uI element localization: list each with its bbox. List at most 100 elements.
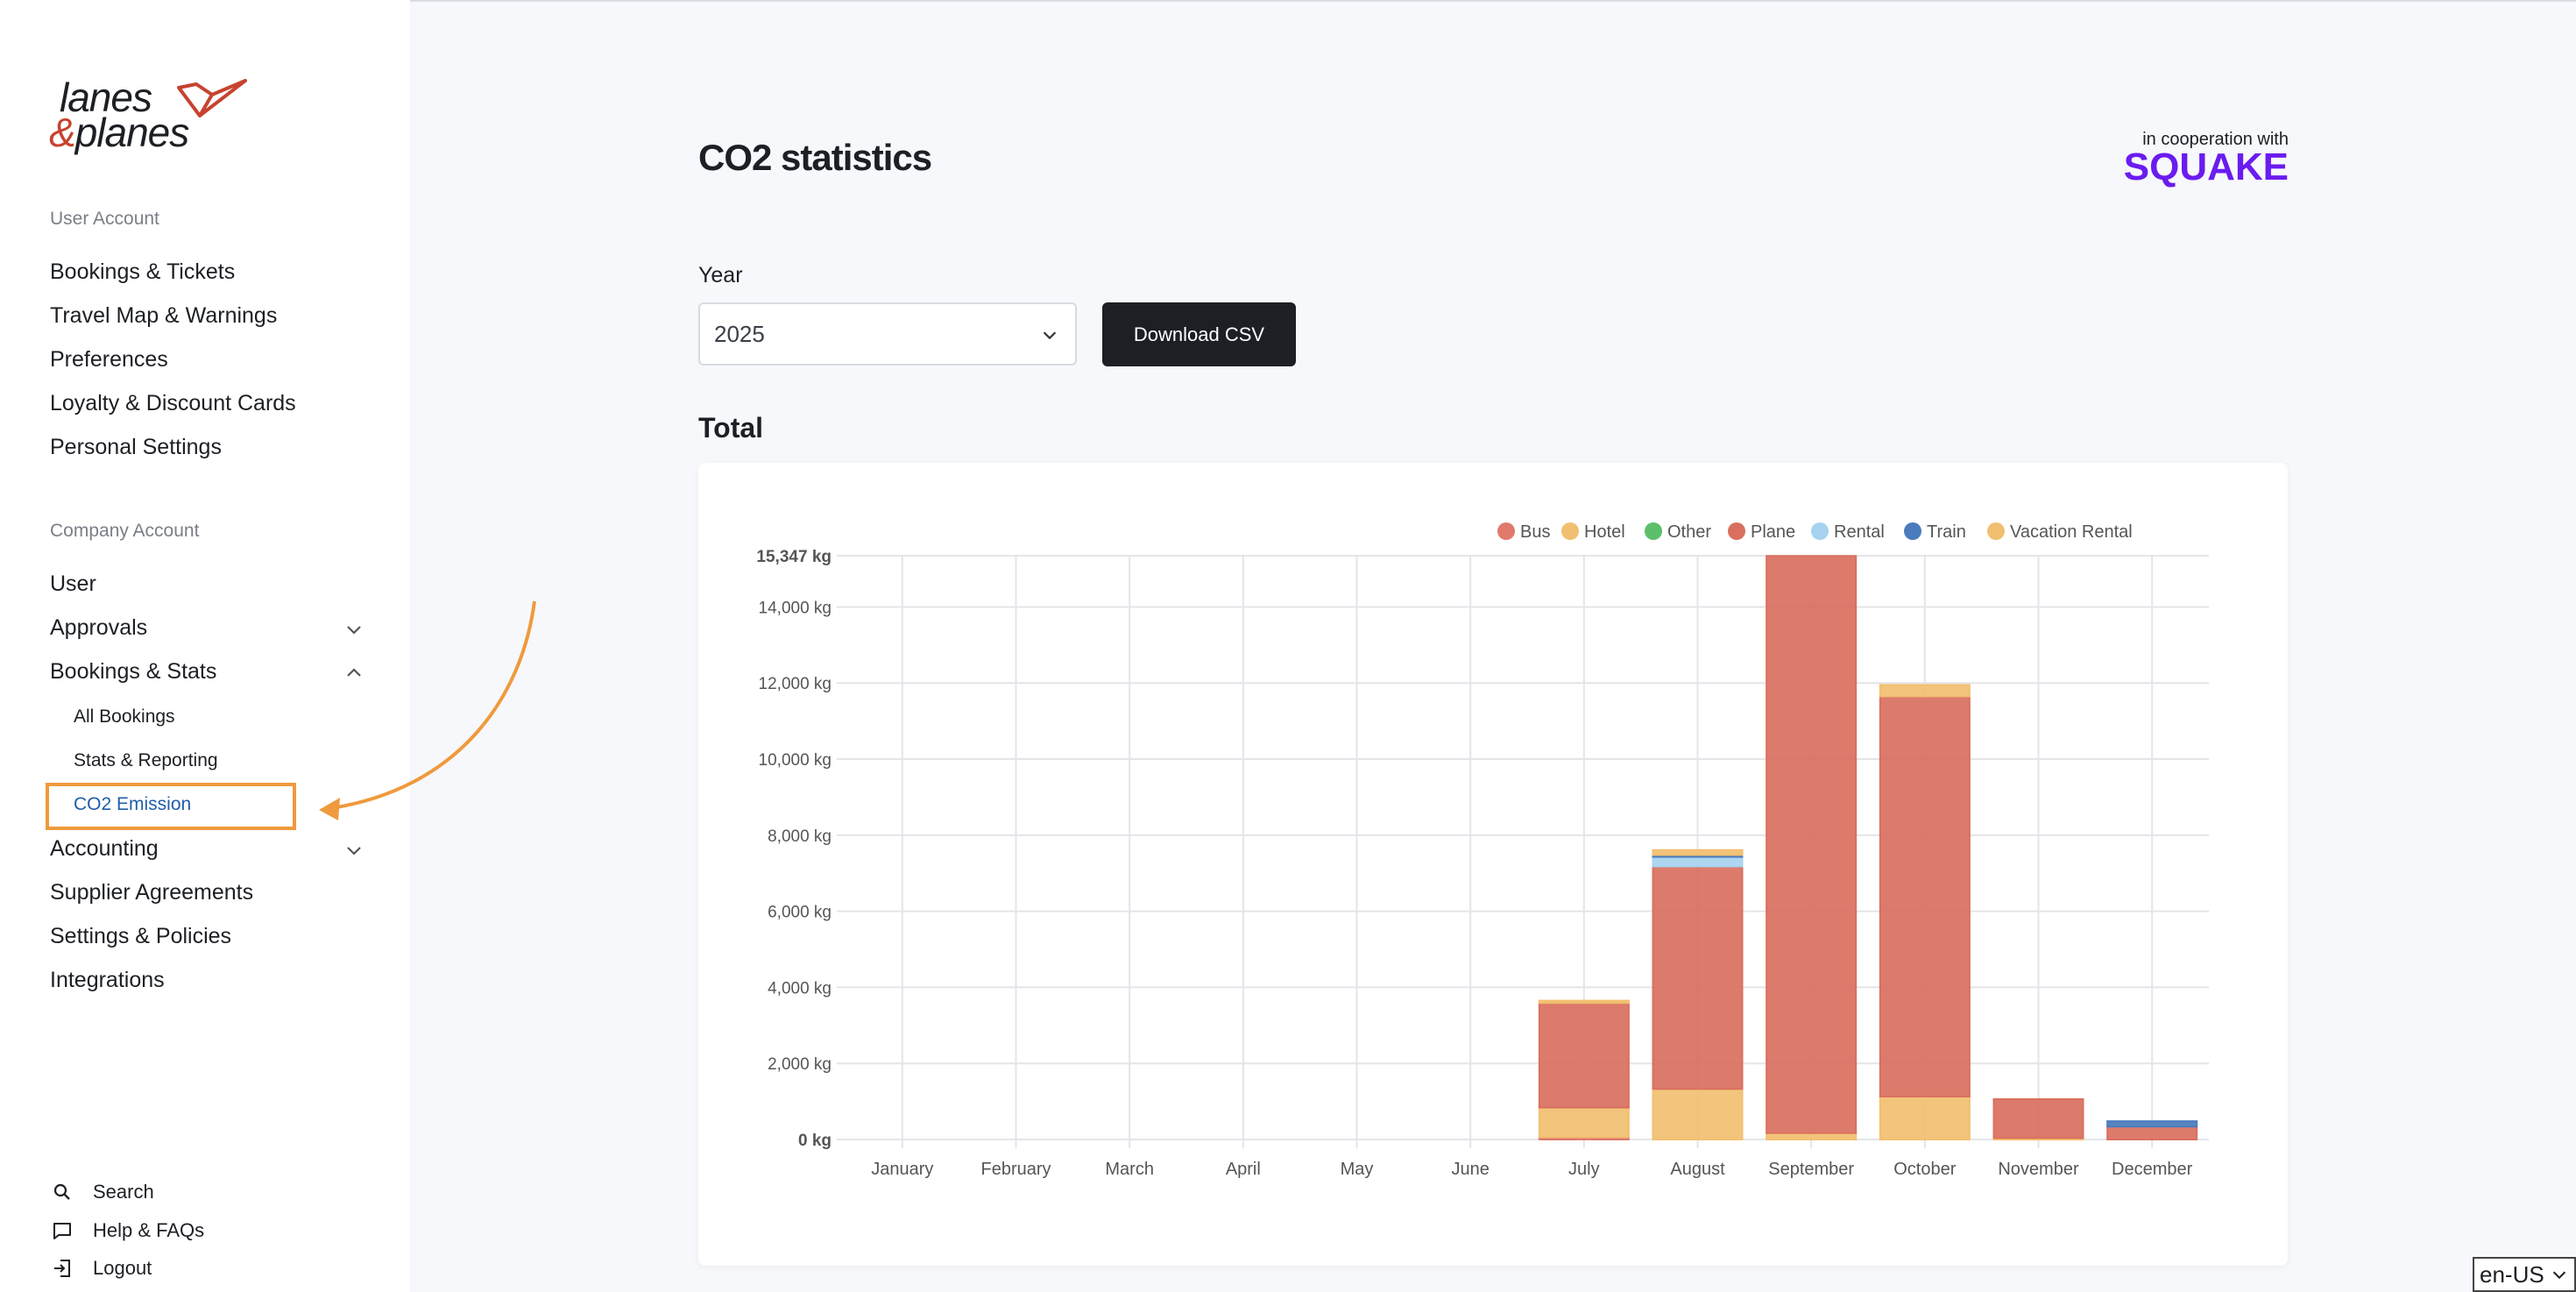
- sidebar: lanes &planes User Account Bookings & Ti…: [0, 0, 410, 1292]
- nav-loyalty-discount-cards[interactable]: Loyalty & Discount Cards: [50, 391, 296, 415]
- annotation-arrow: [319, 600, 536, 820]
- y-tick-label: 8,000 kg: [768, 827, 832, 846]
- legend-label: Plane: [1751, 522, 1795, 542]
- nav-user[interactable]: User: [50, 571, 96, 596]
- x-tick-label: January: [871, 1160, 933, 1179]
- x-tick-label: May: [1341, 1160, 1374, 1179]
- download-csv-button[interactable]: Download CSV: [1102, 302, 1296, 366]
- year-select-value: 2025: [714, 320, 765, 347]
- nav-bookings-stats[interactable]: Bookings & Stats: [50, 659, 217, 684]
- nav-travel-map-warnings[interactable]: Travel Map & Warnings: [50, 303, 278, 328]
- y-tick-label: 2,000 kg: [768, 1055, 832, 1074]
- legend-swatch: [1987, 522, 2005, 540]
- x-tick-label: February: [980, 1160, 1051, 1179]
- legend-swatch: [1728, 522, 1745, 540]
- lanes-planes-logo[interactable]: lanes &planes: [49, 74, 259, 161]
- nav-co2-emission[interactable]: CO2 Emission: [74, 794, 192, 814]
- footer-logout[interactable]: Logout: [51, 1255, 152, 1281]
- chevron-down-icon[interactable]: [343, 619, 364, 640]
- bar-segment: [1538, 1106, 1630, 1139]
- chat-icon: [51, 1219, 74, 1242]
- language-value: en-US: [2480, 1260, 2544, 1288]
- bar-segment: [1766, 555, 1858, 1134]
- footer-help-label: Help & FAQs: [93, 1219, 205, 1241]
- y-tick-label: 0 kg: [798, 1132, 832, 1150]
- chevron-down-icon: [2552, 1271, 2565, 1280]
- logout-icon: [51, 1257, 74, 1280]
- y-tick-label: 12,000 kg: [759, 675, 832, 693]
- x-tick-label: August: [1670, 1160, 1725, 1179]
- bar-segment: [1538, 999, 1630, 1004]
- x-tick-label: September: [1768, 1160, 1854, 1179]
- user-account-label: User Account: [50, 209, 159, 229]
- nav-bookings-tickets[interactable]: Bookings & Tickets: [50, 259, 236, 284]
- bar-segment: [1652, 848, 1744, 856]
- legend-label: Rental: [1834, 522, 1885, 542]
- chevron-down-icon[interactable]: [343, 840, 364, 861]
- footer-help-faqs[interactable]: Help & FAQs: [51, 1217, 204, 1244]
- legend-swatch: [1904, 522, 1921, 540]
- footer-search-label: Search: [93, 1181, 154, 1203]
- logo-line2: &planes: [49, 110, 189, 155]
- legend-swatch: [1811, 522, 1829, 540]
- bar-segment: [2106, 1120, 2198, 1128]
- co2-stacked-bar-chart: 0 kg 2,000 kg 4,000 kg 6,000 kg 8,000 kg 10,0…: [756, 522, 2209, 1179]
- nav-stats-reporting[interactable]: Stats & Reporting: [74, 750, 218, 770]
- total-title: Total: [698, 412, 764, 444]
- legend-swatch: [1497, 522, 1515, 540]
- nav-personal-settings[interactable]: Personal Settings: [50, 435, 222, 459]
- nav-preferences[interactable]: Preferences: [50, 347, 168, 372]
- x-tick-label: July: [1568, 1160, 1600, 1179]
- bar-segment: [1652, 865, 1744, 1090]
- plane-logo-icon: [177, 79, 247, 117]
- nav-integrations[interactable]: Integrations: [50, 968, 165, 992]
- y-tick-label: 10,000 kg: [759, 751, 832, 770]
- y-tick-label: 4,000 kg: [768, 979, 832, 997]
- y-tick-label: 14,000 kg: [759, 599, 832, 617]
- bar-segment: [1879, 695, 1971, 1097]
- language-select[interactable]: en-US: [2473, 1257, 2576, 1292]
- footer-logout-label: Logout: [93, 1257, 152, 1279]
- page-title: CO2 statistics: [698, 137, 932, 178]
- year-select[interactable]: 2025: [698, 302, 1077, 366]
- bar-segment: [1652, 1088, 1744, 1141]
- coop-label: in cooperation with: [2142, 130, 2289, 149]
- chevron-down-icon: [1043, 331, 1057, 340]
- nav-accounting[interactable]: Accounting: [50, 836, 159, 861]
- bar-segment: [1652, 855, 1744, 868]
- search-icon: [51, 1181, 74, 1203]
- nav-supplier-agreements[interactable]: Supplier Agreements: [50, 880, 254, 905]
- legend-swatch: [1645, 522, 1662, 540]
- co2-chart-card: 0 kg 2,000 kg 4,000 kg 6,000 kg 8,000 kg 10,0…: [698, 463, 2288, 1266]
- squake-logo: SQUAKE: [2123, 146, 2289, 188]
- x-tick-label: November: [1998, 1160, 2079, 1179]
- x-tick-label: October: [1893, 1160, 1956, 1179]
- legend-label: Bus: [1520, 522, 1550, 542]
- co2-emission-highlight: [46, 783, 296, 830]
- logo-line1: lanes: [60, 75, 152, 120]
- bar-segment: [1879, 684, 1971, 698]
- x-tick-label: June: [1451, 1160, 1489, 1179]
- squake-cooperation: in cooperation with SQUAKE: [2122, 130, 2289, 188]
- x-tick-label: December: [2112, 1160, 2193, 1179]
- x-tick-label: April: [1226, 1160, 1261, 1179]
- chevron-up-icon[interactable]: [343, 663, 364, 684]
- legend-label: Other: [1667, 522, 1711, 542]
- y-tick-label: 6,000 kg: [768, 904, 832, 922]
- company-account-label: Company Account: [50, 521, 200, 541]
- legend-label: Hotel: [1584, 522, 1625, 542]
- bar-segment: [1538, 1002, 1630, 1109]
- legend-label: Train: [1927, 522, 1966, 542]
- x-tick-label: March: [1105, 1160, 1154, 1179]
- year-label: Year: [698, 263, 743, 288]
- y-tick-label: 15,347 kg: [756, 548, 832, 566]
- nav-approvals[interactable]: Approvals: [50, 615, 148, 640]
- bar-segment: [1992, 1098, 2084, 1139]
- nav-settings-policies[interactable]: Settings & Policies: [50, 924, 232, 948]
- legend-swatch: [1561, 522, 1579, 540]
- footer-search[interactable]: Search: [51, 1179, 154, 1205]
- bar-segment: [1879, 1095, 1971, 1140]
- nav-all-bookings[interactable]: All Bookings: [74, 706, 175, 727]
- bar-segment: [2106, 1125, 2198, 1140]
- legend-label: Vacation Rental: [2010, 522, 2133, 542]
